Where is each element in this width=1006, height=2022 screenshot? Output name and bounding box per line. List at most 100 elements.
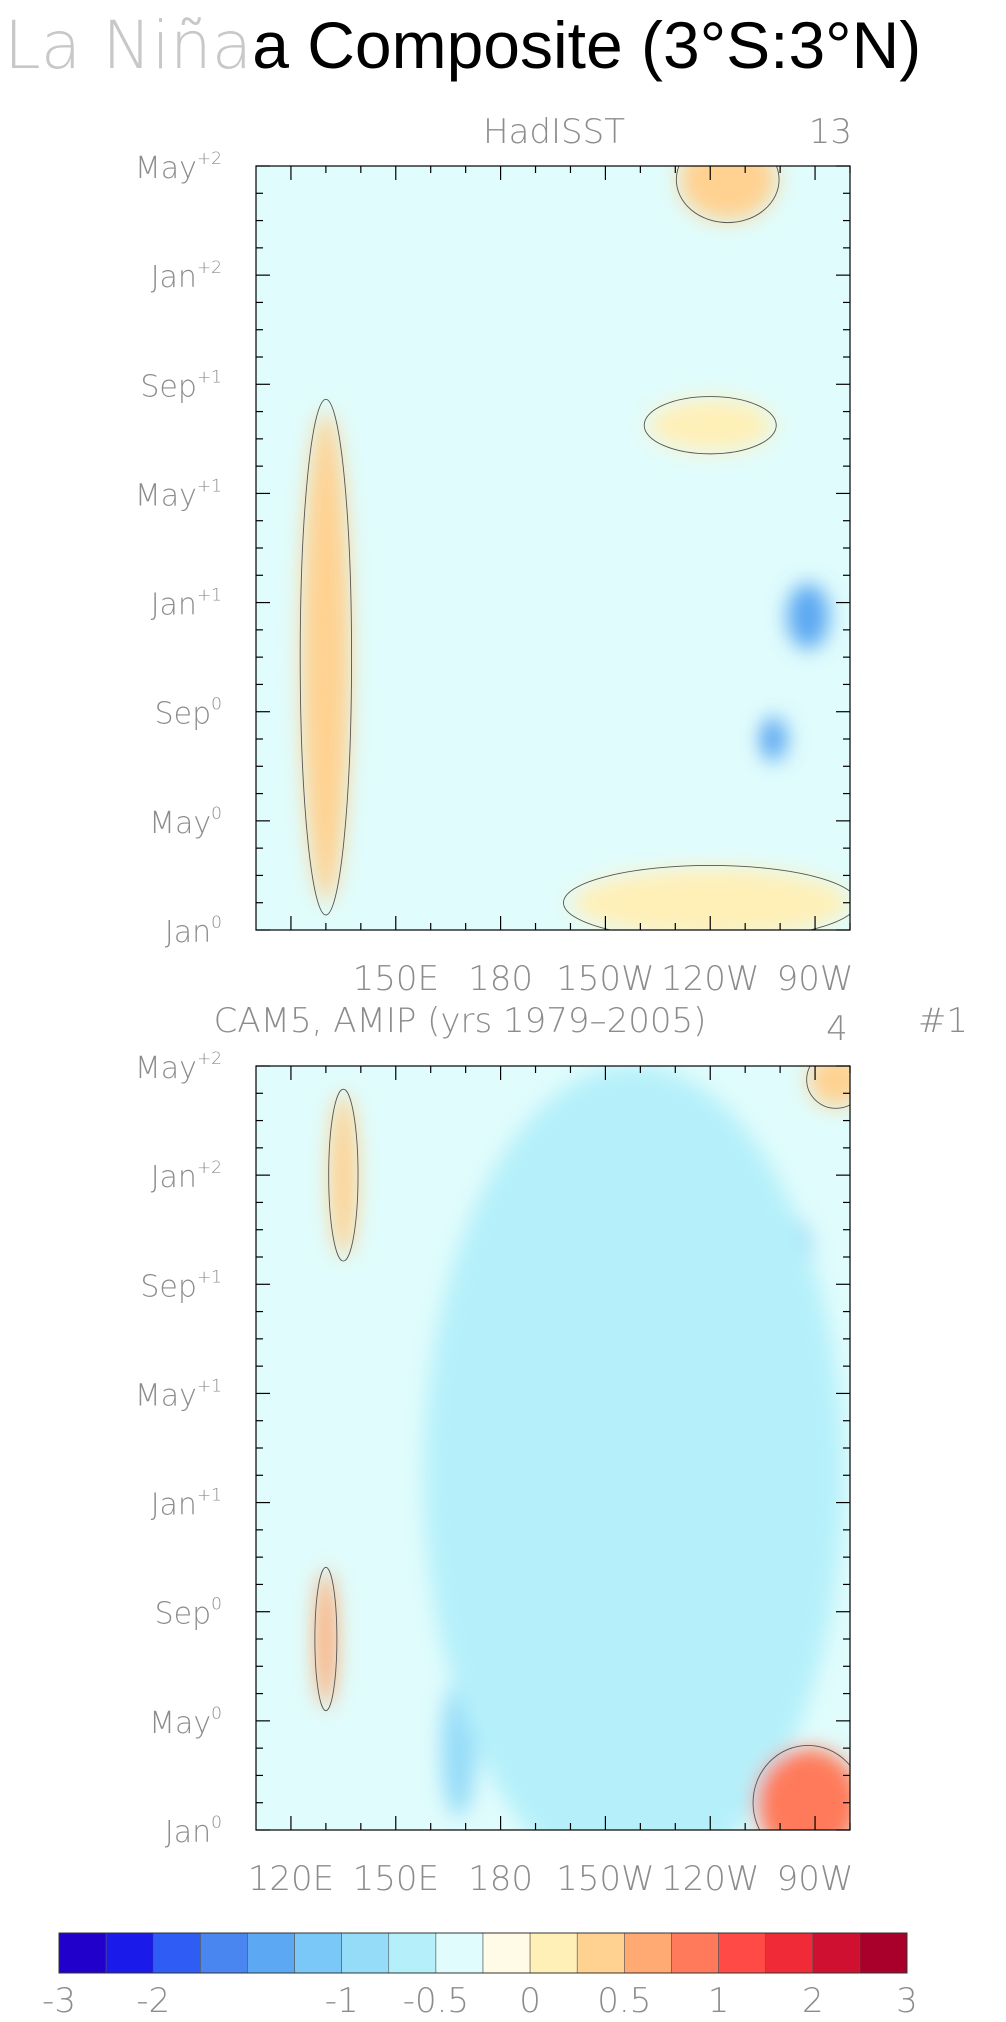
x-tick-label: 150E [353,1859,439,1899]
y-tick-month: Sep [155,1597,212,1632]
axis-ticks [256,1065,851,1831]
x-tick-label: 180 [468,1859,533,1899]
sample-count: 4 [826,1009,848,1049]
colorbar-swatch [247,1932,295,1974]
y-tick-year: 0 [211,1813,222,1833]
colorbar-label: -3 [42,1981,76,2021]
colorbar-swatch [482,1932,531,1974]
y-tick-year: +1 [197,367,222,387]
anomaly-cell [647,397,774,453]
y-tick-month: May [149,1706,211,1741]
y-tick-year: +1 [197,586,222,606]
x-tick-label: 150W [556,1859,655,1899]
y-tick-year: +2 [197,1049,222,1069]
anomaly-cell [315,1570,337,1708]
heatmap-field [256,1066,850,1830]
y-tick-year: 0 [211,695,222,715]
x-tick-label: 150E [353,959,439,999]
colorbar-swatch [529,1932,578,1974]
y-tick-label: May0 [149,804,222,841]
anomaly-cell [329,1093,358,1257]
colorbar-swatch [294,1932,342,1974]
zero-contour [675,166,780,224]
colorbar: -3 -2 -1 -0.5 0 0.5 1 2 3 [42,1932,918,2021]
zero-contours [299,166,850,930]
colorbar-label: 1 [708,1981,730,2021]
y-tick-year: +1 [197,1486,222,1506]
anomaly-cell [416,220,725,876]
y-tick-month: Sep [140,369,197,404]
y-tick-label: May+1 [135,476,222,513]
colorbar-swatch [105,1932,154,1974]
colorbar-label: 0 [519,1981,541,2021]
y-tick-label: Jan+2 [151,258,222,295]
x-axis-labels: 150E 180 150W 120W 90W [353,959,854,999]
y-tick-month: Jan [151,1488,197,1523]
figure-title-prefix: La Niña [4,7,252,84]
panel-title: HadISST [483,112,625,152]
y-tick-year: +1 [197,476,222,496]
y-tick-month: Jan [151,1160,197,1195]
y-tick-month: Jan [165,915,211,950]
y-tick-label: Sep+1 [140,367,222,404]
y-tick-label: Jan+1 [151,1486,222,1523]
x-tick-label: 180 [468,959,533,999]
colorbar-swatch [624,1932,672,1974]
y-tick-year: +1 [197,1376,222,1396]
y-tick-month: Sep [155,697,212,732]
figure-title: La Niñaa Composite (3°S:3°N) [4,7,921,84]
colorbar-swatch [58,1932,107,1974]
colorbar-swatch [152,1932,201,1974]
axis-ticks [256,165,851,931]
colorbar-swatch [765,1932,814,1974]
anomaly-cell [301,411,351,903]
y-tick-month: May [149,806,211,841]
zero-contour [563,865,850,930]
y-tick-month: Sep [140,1269,197,1304]
colorbar-swatch [435,1932,484,1974]
zero-contour [806,1066,850,1109]
colorbar-frame [58,1932,908,1974]
x-axis-labels: 120E 150E 180 150W 120W 90W [248,1859,854,1899]
colorbar-label: 0.5 [597,1981,651,2021]
y-tick-label: Jan0 [165,1813,222,1850]
anomaly-cell [787,583,830,649]
y-tick-month: May [135,1378,197,1413]
y-tick-year: 0 [211,1595,222,1615]
y-tick-month: May [135,1051,197,1086]
zero-contour [314,1566,338,1712]
panel-hadisst: HadISST 13 150E 180 150W 120W 90W May+2Jan+2… [135,112,854,999]
colorbar-swatch [576,1932,625,1974]
zero-contour [752,1744,850,1830]
y-tick-year: 0 [211,804,222,824]
y-tick-year: 0 [211,913,222,933]
y-tick-label: Jan+1 [151,586,222,623]
panel-cam5-amip: CAM5, AMIP (yrs 1979–2005) 4 #1 120E 150E… [135,1001,968,1899]
y-tick-month: Jan [151,588,197,623]
y-tick-month: Jan [151,260,197,295]
sample-count: 13 [809,112,852,152]
x-tick-label: 120E [248,1859,334,1899]
anomaly-cell [423,1066,843,1830]
heatmap-field [256,166,850,930]
colorbar-labels: -3 -2 -1 -0.5 0 0.5 1 2 3 [42,1981,918,2021]
colorbar-swatch [812,1932,861,1974]
x-tick-label: 120W [661,959,760,999]
figure-title-main: a Composite (3°S:3°N) [252,8,921,82]
panel-id: #1 [918,1001,968,1041]
colorbar-swatch [718,1932,766,1974]
colorbar-swatches [58,1932,908,1974]
y-tick-month: May [135,478,197,513]
y-tick-label: Sep+1 [140,1267,222,1304]
anomaly-cell [678,166,777,221]
colorbar-swatch [388,1932,437,1974]
y-tick-label: Jan0 [165,913,222,950]
anomaly-cell [808,1066,850,1107]
colorbar-label: -1 [325,1981,359,2021]
y-tick-year: 0 [211,1704,222,1724]
anomaly-cell [570,867,850,930]
y-tick-label: May+2 [135,149,222,186]
y-tick-year: +1 [197,1267,222,1287]
zero-contour [643,396,777,455]
